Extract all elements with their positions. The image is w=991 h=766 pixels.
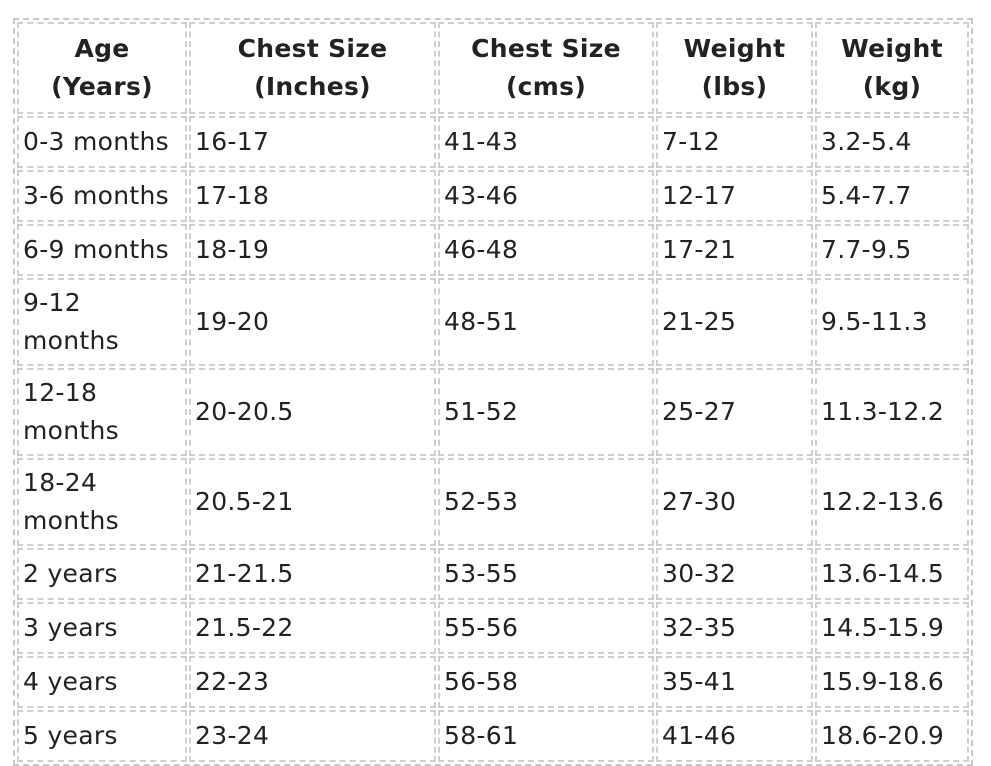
table-cell: 15.9-18.6 [815, 656, 969, 708]
table-cell: 43-46 [438, 170, 654, 222]
table-cell: 3-6 months [17, 170, 187, 222]
table-cell: 3 years [17, 602, 187, 654]
header-cell: Weight (kg) [815, 22, 969, 114]
table-cell: 0-3 months [17, 116, 187, 168]
table-cell: 21-25 [656, 278, 813, 366]
table-cell: 16-17 [189, 116, 436, 168]
table-header: Age (Years) Chest Size (Inches) Chest Size… [17, 22, 969, 114]
table-cell: 5.4-7.7 [815, 170, 969, 222]
table-cell: 3.2-5.4 [815, 116, 969, 168]
table-cell: 20.5-21 [189, 458, 436, 546]
table-cell: 17-21 [656, 224, 813, 276]
table-cell: 56-58 [438, 656, 654, 708]
size-table: Age (Years) Chest Size (Inches) Chest Size… [13, 18, 973, 766]
table-cell: 18-24 months [17, 458, 187, 546]
table-cell: 58-61 [438, 710, 654, 762]
table-row: 3-6 months 17-18 43-46 12-17 5.4-7.7 [17, 170, 969, 222]
table-row: 2 years 21-21.5 53-55 30-32 13.6-14.5 [17, 548, 969, 600]
table-row: 5 years 23-24 58-61 41-46 18.6-20.9 [17, 710, 969, 762]
table-cell: 18.6-20.9 [815, 710, 969, 762]
table-cell: 46-48 [438, 224, 654, 276]
table-cell: 48-51 [438, 278, 654, 366]
table-cell: 55-56 [438, 602, 654, 654]
table-row: 0-3 months 16-17 41-43 7-12 3.2-5.4 [17, 116, 969, 168]
table-row: 3 years 21.5-22 55-56 32-35 14.5-15.9 [17, 602, 969, 654]
table-cell: 51-52 [438, 368, 654, 456]
table-row: 12-18 months 20-20.5 51-52 25-27 11.3-12.2 [17, 368, 969, 456]
table-body: 0-3 months 16-17 41-43 7-12 3.2-5.4 3-6 month… [17, 116, 969, 762]
table-row: 6-9 months 18-19 46-48 17-21 7.7-9.5 [17, 224, 969, 276]
table-cell: 14.5-15.9 [815, 602, 969, 654]
table-cell: 4 years [17, 656, 187, 708]
table-cell: 12.2-13.6 [815, 458, 969, 546]
table-cell: 32-35 [656, 602, 813, 654]
header-cell: Chest Size (cms) [438, 22, 654, 114]
table-cell: 35-41 [656, 656, 813, 708]
table-cell: 11.3-12.2 [815, 368, 969, 456]
table-cell: 22-23 [189, 656, 436, 708]
header-cell: Weight (lbs) [656, 22, 813, 114]
table-row: 18-24 months 20.5-21 52-53 27-30 12.2-13.6 [17, 458, 969, 546]
table-cell: 2 years [17, 548, 187, 600]
table-cell: 41-46 [656, 710, 813, 762]
table-row: 4 years 22-23 56-58 35-41 15.9-18.6 [17, 656, 969, 708]
header-cell: Chest Size (Inches) [189, 22, 436, 114]
table-cell: 20-20.5 [189, 368, 436, 456]
table-cell: 21-21.5 [189, 548, 436, 600]
table-cell: 23-24 [189, 710, 436, 762]
table-cell: 41-43 [438, 116, 654, 168]
header-cell: Age (Years) [17, 22, 187, 114]
table-cell: 18-19 [189, 224, 436, 276]
table-cell: 25-27 [656, 368, 813, 456]
header-row: Age (Years) Chest Size (Inches) Chest Size… [17, 22, 969, 114]
table-cell: 19-20 [189, 278, 436, 366]
table-cell: 27-30 [656, 458, 813, 546]
table-cell: 5 years [17, 710, 187, 762]
table-cell: 7.7-9.5 [815, 224, 969, 276]
table-cell: 6-9 months [17, 224, 187, 276]
table-cell: 9-12 months [17, 278, 187, 366]
table-cell: 21.5-22 [189, 602, 436, 654]
table-row: 9-12 months 19-20 48-51 21-25 9.5-11.3 [17, 278, 969, 366]
table-cell: 17-18 [189, 170, 436, 222]
table-cell: 9.5-11.3 [815, 278, 969, 366]
table-cell: 12-18 months [17, 368, 187, 456]
table-cell: 13.6-14.5 [815, 548, 969, 600]
table-cell: 52-53 [438, 458, 654, 546]
table-cell: 53-55 [438, 548, 654, 600]
table-cell: 7-12 [656, 116, 813, 168]
table-cell: 12-17 [656, 170, 813, 222]
table-cell: 30-32 [656, 548, 813, 600]
page: Age (Years) Chest Size (Inches) Chest Size… [13, 18, 973, 766]
